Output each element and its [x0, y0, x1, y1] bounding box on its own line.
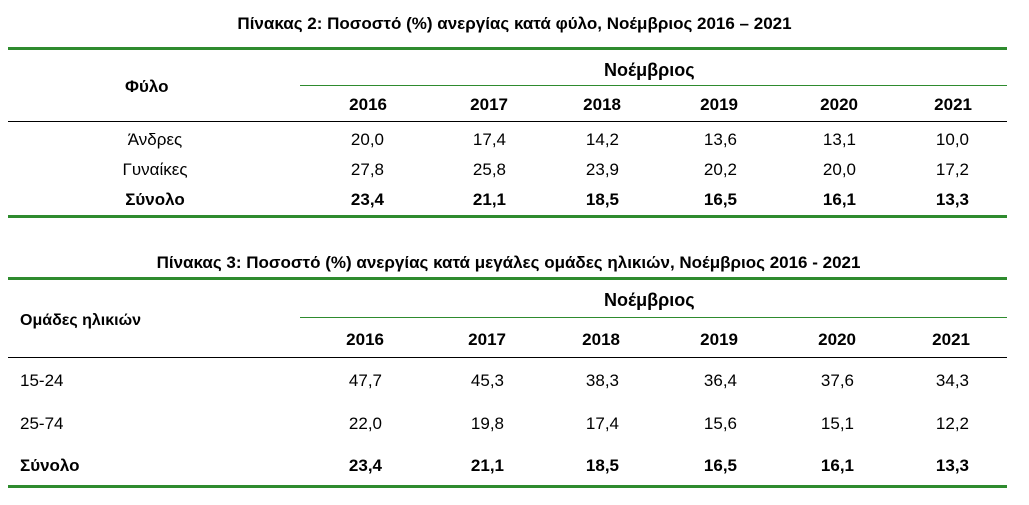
table2-cell: 14,2	[585, 130, 619, 149]
table3-year-2020: 2020	[818, 330, 856, 349]
table2-cell: 21,1	[472, 190, 506, 209]
table2-row-header: Φύλο	[125, 77, 169, 96]
table3-cell: 36,4	[703, 371, 737, 390]
table2-year-2017: 2017	[470, 95, 508, 114]
table2-year-2018: 2018	[583, 95, 621, 114]
table2-top-rule	[8, 47, 1007, 50]
table2-cell: 16,1	[822, 190, 856, 209]
table3-cell: 47,7	[348, 371, 382, 390]
table2-year-2020: 2020	[820, 95, 858, 114]
table2-group-header: Νοέμβριος	[604, 60, 695, 80]
table3-cell: 15,6	[703, 414, 737, 433]
table3-year-2021: 2021	[932, 330, 970, 349]
table2-cell: 13,1	[822, 130, 856, 149]
table3-year-2019: 2019	[700, 330, 738, 349]
table3-cell: 23,4	[348, 456, 382, 475]
table3-bottom-rule	[8, 485, 1007, 488]
table3-cell: 18,5	[585, 456, 619, 475]
table2-cell: 13,6	[703, 130, 737, 149]
table3-header-rule	[8, 357, 1007, 358]
table2-cell: 20,0	[822, 160, 856, 179]
table3-cell: 37,6	[820, 371, 854, 390]
table3-cell: 38,3	[585, 371, 619, 390]
table3-cell: 17,4	[585, 414, 619, 433]
table3-cell: 22,0	[348, 414, 382, 433]
table3-cell: 15,1	[820, 414, 854, 433]
table2-cell: 20,2	[703, 160, 737, 179]
table3-cell: 16,1	[820, 456, 854, 475]
table2-row-label: Άνδρες	[127, 130, 183, 149]
table2-row-label: Γυναίκες	[122, 160, 188, 179]
table2-cell: 25,8	[472, 160, 506, 179]
table3-cell: 12,2	[935, 414, 969, 433]
table3-top-rule	[8, 277, 1007, 280]
table3-cell: 34,3	[935, 371, 969, 390]
table2-cell: 10,0	[935, 130, 969, 149]
table2-cell: 20,0	[350, 130, 384, 149]
table3-cell: 19,8	[470, 414, 504, 433]
table3-cell: 21,1	[470, 456, 504, 475]
table2-row-label: Σύνολο	[125, 190, 185, 209]
table3-cell: 13,3	[935, 456, 969, 475]
table3-year-2017: 2017	[468, 330, 506, 349]
table3-row-header: Ομάδες ηλικιών	[20, 312, 142, 329]
table2-cell: 18,5	[585, 190, 619, 209]
table2-bottom-rule	[8, 215, 1007, 218]
table3-group-header: Νοέμβριος	[604, 290, 695, 310]
table3-row-label: 15-24	[20, 371, 64, 390]
table3-group-rule	[300, 317, 1007, 318]
table2-group-rule	[300, 85, 1007, 86]
table2-header-rule	[8, 121, 1007, 122]
table2-cell: 23,9	[585, 160, 619, 179]
table2-year-2021: 2021	[934, 95, 972, 114]
table2-year-2016: 2016	[349, 95, 387, 114]
table3-title: Πίνακας 3: Ποσοστό (%) ανεργίας κατά μεγ…	[156, 253, 861, 272]
table2-cell: 17,2	[935, 160, 969, 179]
table2-year-2019: 2019	[700, 95, 738, 114]
table2-cell: 16,5	[703, 190, 737, 209]
table2-title: Πίνακας 2: Ποσοστό (%) ανεργίας κατά φύλ…	[237, 14, 792, 33]
table2-cell: 27,8	[350, 160, 384, 179]
table2-cell: 13,3	[935, 190, 969, 209]
table3-row-label: Σύνολο	[20, 456, 80, 475]
table3-year-2018: 2018	[582, 330, 620, 349]
table3-cell: 16,5	[703, 456, 737, 475]
table3-cell: 45,3	[470, 371, 504, 390]
table3-year-2016: 2016	[346, 330, 384, 349]
table3-row-label: 25-74	[20, 414, 64, 433]
table2-cell: 23,4	[350, 190, 384, 209]
table2-cell: 17,4	[472, 130, 506, 149]
